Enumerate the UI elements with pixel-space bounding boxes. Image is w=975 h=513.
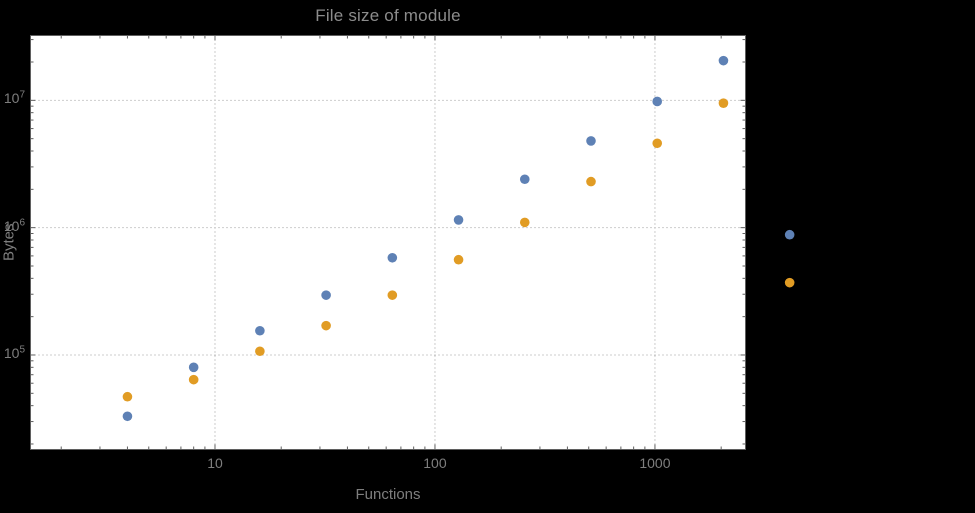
y-tick-exponent: 6 — [19, 217, 25, 228]
x-tick-label-10: 10 — [207, 455, 223, 471]
plot-frame — [30, 35, 746, 450]
y-tick-base: 10 — [3, 217, 20, 234]
y-tick-base: 10 — [3, 90, 20, 107]
chart-title: File size of module — [315, 6, 461, 25]
point-blue-x512 — [586, 136, 596, 146]
point-orange-x8 — [188, 374, 199, 385]
point-orange-x64 — [387, 290, 398, 300]
y-tick-exponent: 5 — [19, 344, 25, 356]
point-blue-x2048 — [718, 55, 729, 66]
point-blue-x8 — [188, 362, 199, 373]
point-orange-x1024 — [652, 138, 663, 149]
point-orange-x256 — [519, 217, 530, 228]
point-orange-x16 — [255, 346, 265, 357]
point-blue-x32 — [321, 290, 331, 300]
y-tick-label-10^5: 105 — [0, 345, 25, 362]
point-blue-x1024 — [652, 96, 663, 107]
y-tick-label-10^6: 106 — [0, 218, 25, 235]
point-blue-x64 — [387, 252, 398, 263]
point-orange-x4096 — [784, 277, 795, 288]
point-blue-x256 — [519, 174, 530, 185]
y-tick-exponent: 7 — [19, 89, 25, 101]
point-blue-x4096 — [784, 229, 795, 240]
y-tick-label-10^7: 107 — [0, 90, 25, 107]
x-axis-label: Functions — [355, 486, 421, 503]
point-blue-x128 — [453, 215, 464, 225]
x-tick-label-100: 100 — [423, 455, 447, 471]
x-tick-label-1000: 1000 — [639, 455, 671, 471]
plot-area — [30, 35, 746, 450]
point-blue-x4 — [122, 411, 133, 422]
point-orange-x128 — [453, 254, 464, 265]
point-orange-x32 — [321, 320, 331, 331]
point-blue-x16 — [255, 325, 265, 336]
point-orange-x2048 — [718, 98, 729, 108]
point-orange-x512 — [586, 176, 596, 187]
point-orange-x4 — [122, 391, 133, 402]
y-tick-base: 10 — [3, 344, 20, 361]
